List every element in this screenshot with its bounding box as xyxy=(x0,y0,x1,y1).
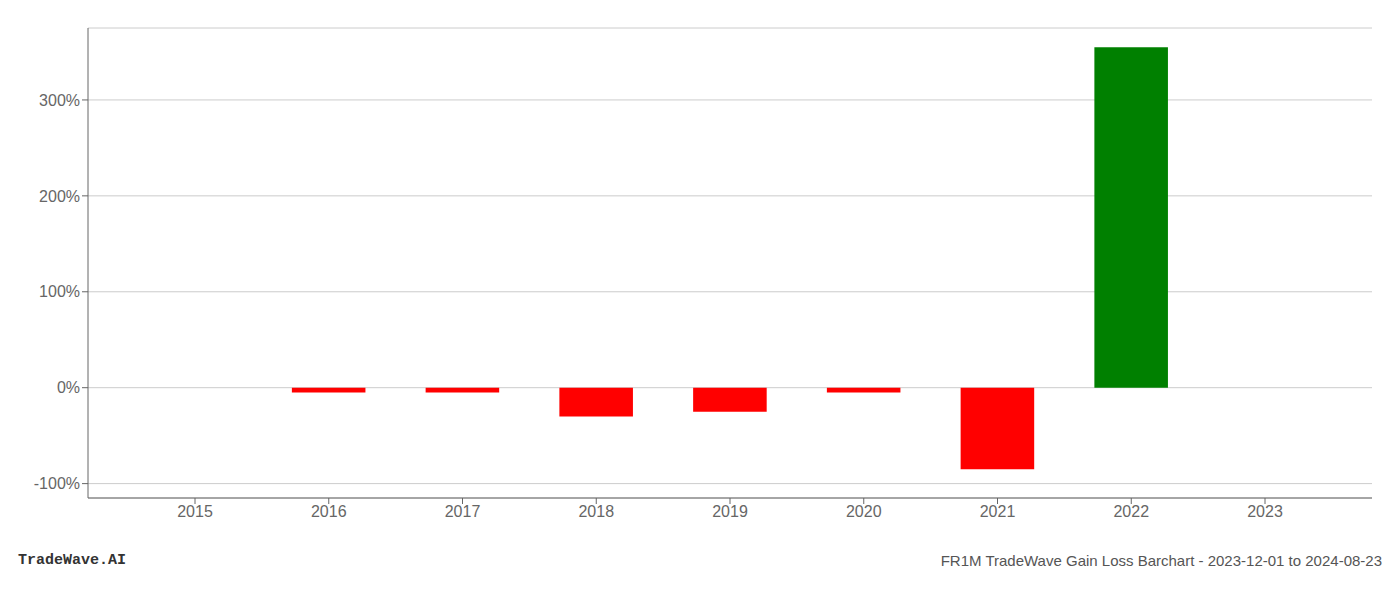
svg-text:-100%: -100% xyxy=(34,475,80,492)
svg-text:2017: 2017 xyxy=(445,503,481,520)
svg-text:100%: 100% xyxy=(39,283,80,300)
svg-text:2015: 2015 xyxy=(177,503,213,520)
svg-text:2016: 2016 xyxy=(311,503,347,520)
html-text:TradeWave.AI: TradeWave.AI xyxy=(18,552,126,569)
svg-text:200%: 200% xyxy=(39,188,80,205)
html-text:FR1M TradeWave Gain Loss Barch: FR1M TradeWave Gain Loss Barchart - 2023… xyxy=(940,552,1382,569)
svg-text:2021: 2021 xyxy=(980,503,1016,520)
svg-text:2020: 2020 xyxy=(846,503,882,520)
svg-text:2023: 2023 xyxy=(1247,503,1283,520)
svg-text:2022: 2022 xyxy=(1113,503,1149,520)
svg-text:0%: 0% xyxy=(57,379,80,396)
svg-text:2018: 2018 xyxy=(578,503,614,520)
svg-text:300%: 300% xyxy=(39,92,80,109)
svg-text:2019: 2019 xyxy=(712,503,748,520)
